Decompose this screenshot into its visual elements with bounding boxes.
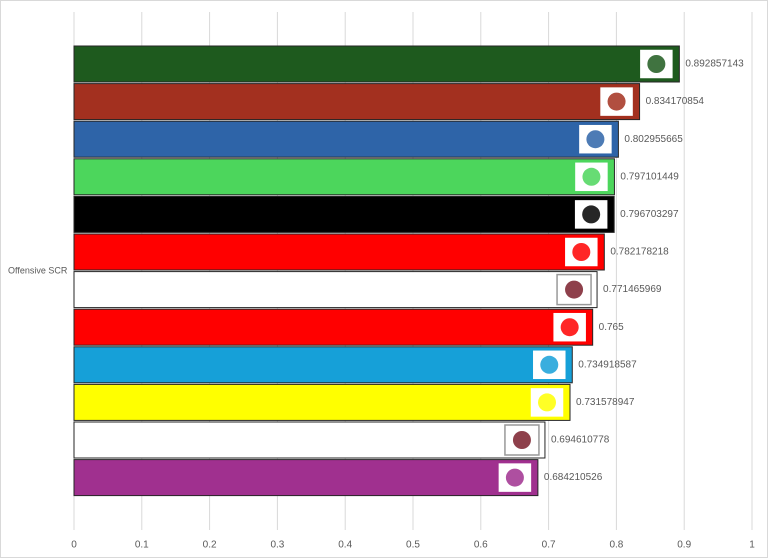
logo [573, 198, 609, 231]
logo-emblem [538, 393, 557, 412]
bar [73, 383, 571, 421]
bar [73, 459, 539, 497]
logo [529, 386, 565, 419]
logo-emblem [560, 318, 579, 337]
value-label: 0.892857143 [685, 59, 744, 70]
x-tick-label: 0.5 [406, 540, 420, 551]
value-label: 0.782178218 [610, 247, 669, 258]
logo-emblem [582, 167, 601, 186]
y-axis-label: Offensive SCR [8, 265, 68, 275]
logo [563, 236, 600, 268]
value-label: 0.765 [599, 322, 624, 333]
x-tick-label: 0.4 [338, 540, 352, 551]
value-label: 0.771465969 [603, 284, 662, 295]
value-label: 0.734918587 [578, 359, 637, 370]
bar [73, 233, 605, 271]
logo-emblem [582, 205, 601, 224]
bar [73, 83, 641, 121]
bar [73, 421, 546, 459]
logo-emblem [586, 130, 605, 149]
x-tick-label: 0.1 [135, 540, 149, 551]
logo-emblem [607, 92, 626, 111]
bar [73, 158, 615, 196]
x-tick-label: 0.9 [677, 540, 691, 551]
x-tick-label: 0.3 [270, 540, 284, 551]
logo-emblem [540, 355, 559, 374]
bar [73, 45, 680, 83]
x-tick-label: 1 [749, 540, 755, 551]
logo-emblem [572, 243, 591, 261]
value-label: 0.797101449 [620, 171, 679, 182]
bar [73, 120, 619, 158]
x-tick-label: 0 [71, 540, 77, 551]
bar [73, 195, 615, 233]
value-label: 0.684210526 [544, 472, 603, 483]
bar [73, 271, 598, 309]
value-label: 0.802955665 [624, 134, 683, 145]
value-label: 0.731578947 [576, 397, 635, 408]
x-tick-label: 0.8 [609, 540, 623, 551]
logo-emblem [647, 55, 666, 73]
value-label: 0.796703297 [620, 209, 679, 220]
bar [73, 308, 594, 346]
logo-emblem [565, 280, 584, 299]
value-label: 0.834170854 [646, 96, 705, 107]
bar [73, 346, 573, 384]
logo-emblem [505, 468, 524, 487]
logo-emblem [512, 431, 531, 449]
x-tick-label: 0.6 [474, 540, 488, 551]
x-tick-label: 0.7 [542, 540, 556, 551]
x-tick-label: 0.2 [203, 540, 217, 551]
value-label: 0.694610778 [551, 435, 610, 446]
